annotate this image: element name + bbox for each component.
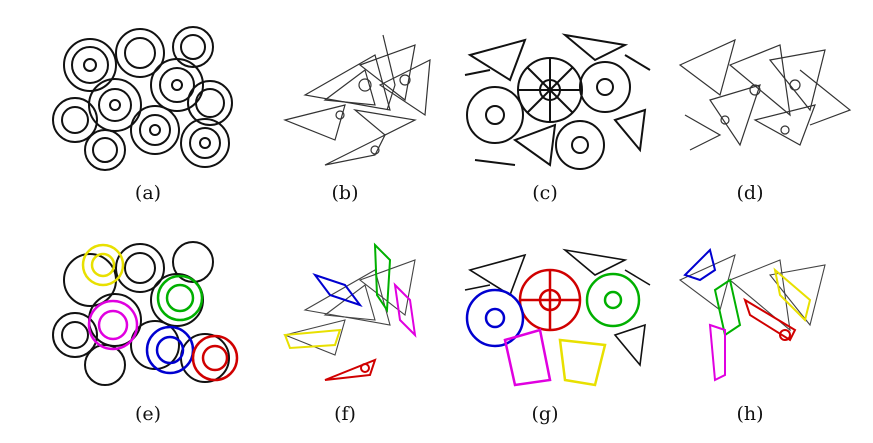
panel-c-image	[464, 33, 651, 170]
panel-d-image	[678, 38, 852, 151]
caption-e: (e)	[134, 403, 162, 425]
detection-magenta	[503, 328, 552, 387]
panel-b	[265, 25, 465, 175]
caption-a: (a)	[134, 182, 162, 204]
panel-a-image	[52, 26, 233, 171]
detection-blue	[145, 325, 195, 375]
detection-green	[373, 242, 392, 314]
detection-magenta	[393, 282, 417, 338]
detection-blue	[465, 288, 525, 348]
panel-b-image	[283, 34, 431, 166]
caption-f: (f)	[334, 403, 356, 425]
panel-g	[455, 230, 655, 387]
detection-red	[743, 297, 797, 342]
panel-g-image	[464, 248, 651, 387]
detection-green	[585, 272, 641, 328]
detection-red	[324, 358, 377, 381]
panel-d	[660, 25, 860, 175]
panel-h	[660, 240, 860, 390]
panel-c	[455, 15, 655, 170]
detection-yellow	[773, 267, 812, 322]
detection-blue	[312, 273, 363, 307]
panel-f	[265, 240, 465, 390]
caption-c: (c)	[532, 182, 558, 204]
detection-yellow	[283, 328, 342, 350]
detection-red	[191, 334, 239, 382]
panel-e-image	[52, 241, 239, 386]
detection-blue	[683, 248, 717, 282]
detection-yellow	[81, 243, 125, 287]
caption-g: (g)	[531, 403, 559, 425]
caption-h: (h)	[736, 403, 764, 425]
panel-h-image	[678, 248, 826, 382]
panel-f-image	[283, 242, 417, 381]
detection-green	[156, 274, 204, 322]
panel-a	[45, 25, 245, 175]
detection-magenta	[87, 299, 139, 351]
detection-magenta	[708, 323, 726, 382]
detection-green	[713, 278, 742, 337]
detection-yellow	[558, 338, 607, 387]
caption-d: (d)	[736, 182, 764, 204]
caption-b: (b)	[331, 182, 359, 204]
panel-e	[45, 240, 245, 390]
